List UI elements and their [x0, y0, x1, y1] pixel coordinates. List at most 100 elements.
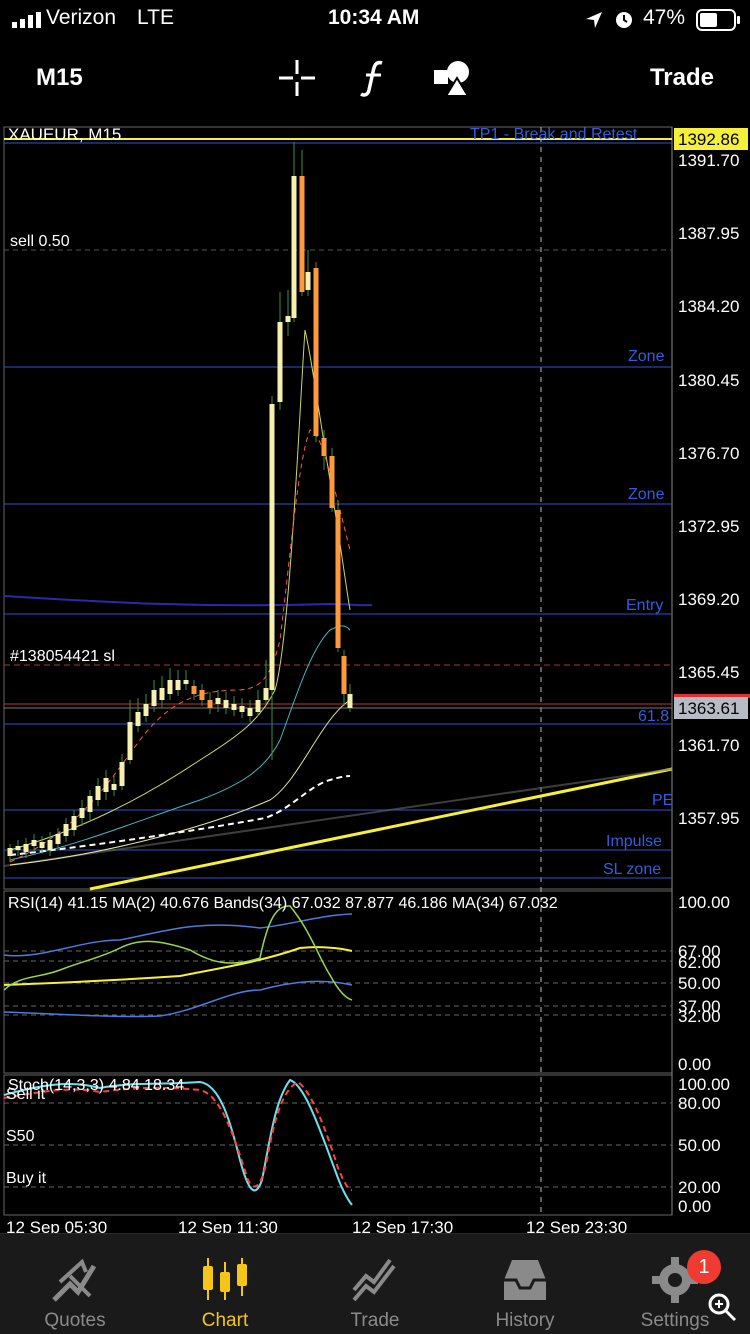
candle-body — [291, 176, 297, 318]
candle-body — [23, 844, 29, 852]
candle-body — [159, 688, 165, 700]
candle-body — [175, 680, 181, 690]
trade-icon — [352, 1258, 396, 1302]
stoch-level-label: Sell it — [6, 1086, 46, 1103]
sl-zone-label: SL zone — [603, 861, 661, 878]
trade-button[interactable]: Trade — [649, 64, 714, 91]
zone-label-2: Zone — [628, 486, 665, 503]
history-icon — [504, 1260, 546, 1300]
candle-body — [347, 694, 353, 708]
rsi-header: RSI(14) 41.15 MA(2) 40.676 Bands(34) 67.… — [8, 895, 558, 912]
tab-chart[interactable]: Chart — [150, 1234, 300, 1334]
candle-body — [299, 176, 305, 292]
rsi-panel: RSI(14) 41.15 MA(2) 40.676 Bands(34) 67.… — [3, 893, 730, 1074]
rsi-tick: 37.00 — [678, 997, 721, 1016]
impulse-label: Impulse — [606, 833, 662, 850]
candle-body — [167, 680, 173, 694]
tab-settings[interactable]: Settings — [600, 1234, 750, 1334]
tab-label: History — [495, 1310, 555, 1331]
stoch-tick: 80.00 — [678, 1094, 721, 1113]
signal-icon — [12, 12, 41, 28]
stoch-header: Stoch(14,3,3) 4.84 18.34 — [8, 1077, 184, 1094]
candle-body — [285, 316, 291, 322]
top-price-label: 1392.86 — [678, 130, 739, 149]
candle-body — [305, 272, 311, 290]
candle-body — [119, 762, 125, 786]
sell-order-label: sell 0.50 — [10, 233, 70, 250]
price-axis: 1391.70 1387.95 1384.20 1380.45 1376.70 … — [674, 128, 750, 828]
candle-body — [103, 778, 109, 792]
sl-order-label: #138054421 sl — [10, 648, 115, 665]
rsi-tick: 100.00 — [678, 893, 730, 912]
candle-body — [63, 824, 69, 836]
candle-body — [207, 700, 213, 708]
candle-body — [255, 700, 261, 712]
rsi-tick: 0.00 — [678, 1055, 711, 1074]
candle-body — [15, 846, 21, 850]
candle-body — [39, 842, 45, 848]
candle-body — [335, 510, 341, 648]
rsi-tick: 32.00 — [678, 1007, 721, 1026]
rsi-tick: 62.00 — [678, 953, 721, 972]
candle-body — [127, 722, 133, 760]
price-tick: 1372.95 — [678, 517, 739, 536]
stoch-level-label: S50 — [6, 1128, 35, 1145]
zoom-icon[interactable] — [706, 1291, 738, 1323]
candle-body — [329, 456, 335, 508]
quotes-icon — [52, 1258, 97, 1302]
stoch-tick: 20.00 — [678, 1178, 721, 1197]
tab-trade[interactable]: Trade — [300, 1234, 450, 1334]
crosshair-icon[interactable] — [277, 58, 317, 98]
battery-percent: 47% — [643, 6, 686, 29]
price-tick: 1369.20 — [678, 590, 739, 609]
candle-body — [199, 690, 205, 700]
time-tick: 12 Sep 23:30 — [526, 1218, 627, 1233]
tab-quotes[interactable]: Quotes — [0, 1234, 150, 1334]
tab-label: Chart — [201, 1310, 249, 1331]
candle-body — [191, 686, 197, 694]
price-tick: 1384.20 — [678, 297, 739, 316]
stoch-tick: 0.00 — [678, 1197, 711, 1216]
price-tick: 1365.45 — [678, 663, 739, 682]
candle-body — [277, 322, 283, 402]
candle-body — [215, 698, 221, 704]
stoch-panel: Stoch(14,3,3) 4.84 18.34 Sell it S50 Buy… — [3, 1075, 730, 1216]
stoch-tick: 50.00 — [678, 1136, 721, 1155]
candle-body — [95, 786, 101, 800]
rsi-tick: 50.00 — [678, 974, 721, 993]
moving-averages — [9, 329, 351, 866]
time-tick: 12 Sep 17:30 — [352, 1218, 453, 1233]
candle-body — [313, 268, 319, 436]
candle-body — [79, 808, 85, 818]
chart-icon — [203, 1258, 247, 1300]
status-bar: Verizon LTE 10:34 AM 47% — [0, 0, 750, 40]
candle-body — [135, 712, 141, 726]
bottom-tab-bar: Quotes Chart Trade History — [0, 1233, 750, 1334]
pe-label: PE — [652, 792, 673, 809]
candle-body — [111, 784, 117, 790]
alarm-icon — [616, 12, 632, 28]
candle-body — [231, 704, 237, 710]
candle-body — [55, 834, 61, 844]
clock: 10:34 AM — [328, 6, 420, 29]
settings-notification-badge: 1 — [687, 1250, 721, 1284]
fib-618-label: 61.8 — [638, 708, 669, 725]
tab-label: Settings — [640, 1310, 710, 1331]
candle-body — [47, 840, 53, 850]
zone-label-1: Zone — [628, 348, 665, 365]
price-tick: 1387.95 — [678, 224, 739, 243]
candle-body — [341, 656, 347, 694]
stoch-level-label: Buy it — [6, 1170, 47, 1187]
candle-body — [263, 688, 269, 700]
carrier: Verizon — [46, 6, 117, 29]
candle-body — [151, 690, 157, 706]
objects-icon[interactable] — [432, 58, 472, 98]
tab-history[interactable]: History — [450, 1234, 600, 1334]
symbol-label: XAUEUR, M15 — [8, 125, 121, 144]
timeframe-button[interactable]: M15 — [36, 64, 83, 91]
stoch-tick: 100.00 — [678, 1075, 730, 1094]
chart-canvas[interactable]: TP1 - Break and Retest sell 0.50 Zone Zo… — [0, 116, 750, 1233]
candle-body — [143, 704, 149, 716]
function-icon[interactable] — [354, 58, 394, 98]
price-tick: 1391.70 — [678, 151, 739, 170]
